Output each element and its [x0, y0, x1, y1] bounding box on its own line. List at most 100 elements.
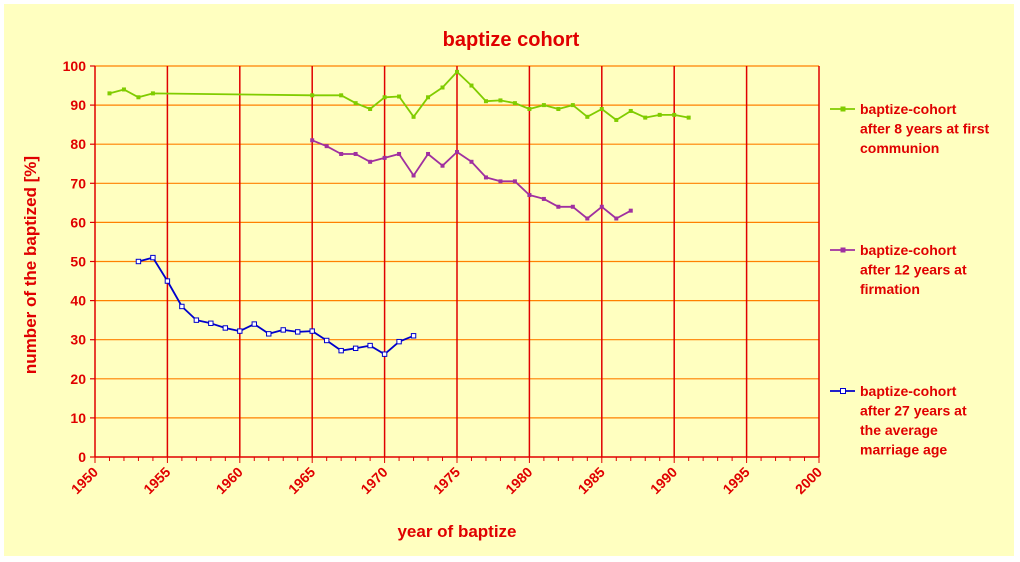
data-point: [368, 159, 373, 164]
data-point: [411, 173, 416, 178]
data-point: [614, 117, 619, 122]
data-point: [426, 95, 431, 100]
data-point: [193, 317, 200, 323]
legend-swatch-marker: [840, 247, 846, 253]
data-point: [527, 107, 532, 112]
data-point: [150, 254, 156, 261]
series-2: [310, 138, 633, 221]
legend: baptize-cohort after 8 years at first comm…: [830, 101, 990, 458]
data-point: [164, 278, 171, 284]
legend-label-line: the average: [860, 422, 938, 438]
data-point: [498, 179, 503, 184]
data-point: [107, 91, 112, 96]
y-axis-label: number of the baptized [%]: [21, 156, 40, 374]
legend-label-line: baptize-cohort: [860, 101, 957, 117]
data-point: [338, 347, 344, 354]
x-tick-label: 1975: [430, 464, 463, 497]
data-point: [628, 208, 633, 213]
series-3: [135, 254, 417, 357]
x-tick-label: 1980: [502, 464, 535, 497]
data-point: [339, 93, 344, 98]
data-point: [657, 112, 662, 117]
legend-label-line: after 8 years at first: [860, 121, 990, 137]
data-point: [483, 175, 488, 180]
data-point: [686, 115, 691, 120]
data-point: [426, 151, 431, 156]
data-point: [339, 151, 344, 156]
data-point: [310, 93, 315, 98]
x-tick-label: 1955: [140, 464, 173, 497]
data-point: [541, 103, 546, 108]
data-point: [397, 94, 402, 99]
y-tick-label: 70: [70, 175, 86, 191]
data-point: [353, 151, 358, 156]
data-point: [440, 163, 445, 168]
data-point: [455, 69, 459, 74]
data-point: [368, 107, 373, 112]
y-tick-label: 50: [70, 254, 86, 270]
data-point: [469, 83, 474, 88]
series-layer: [107, 69, 691, 357]
line-chart: 0 10 20 30 40 50 60 70 80 90 100 1950 1955 1960 1965 19…: [21, 29, 990, 541]
data-point: [135, 258, 142, 265]
y-tick-label: 30: [70, 332, 86, 348]
data-point: [266, 331, 272, 337]
series-1: [107, 69, 691, 122]
data-point: [323, 337, 330, 344]
data-point: [410, 333, 417, 339]
data-point: [440, 85, 445, 90]
y-tick-label: 90: [70, 97, 86, 113]
data-point: [585, 114, 590, 119]
data-point: [237, 328, 243, 334]
data-point: [512, 179, 517, 184]
data-point: [295, 329, 301, 335]
legend-label-line: communion: [860, 140, 939, 156]
series-line: [311, 139, 632, 220]
x-tick-label: 1950: [68, 464, 101, 497]
legend-item-2: baptize-cohort after 12 years at firmation: [830, 242, 967, 297]
data-point: [512, 101, 517, 106]
data-point: [614, 216, 619, 221]
legend-item-1: baptize-cohort after 8 years at first comm…: [830, 101, 990, 156]
data-point: [179, 303, 185, 310]
chart-frame: 0 10 20 30 40 50 60 70 80 90 100 1950 1955 1960 1965 19…: [4, 4, 1014, 556]
y-tick-label: 0: [78, 449, 86, 465]
data-point: [310, 138, 315, 143]
x-axis-label: year of baptize: [397, 522, 516, 541]
y-tick-label: 40: [70, 293, 86, 309]
y-tick-label: 80: [70, 136, 86, 152]
x-tick-label: 1990: [647, 464, 680, 497]
data-point: [150, 91, 155, 96]
grid: [95, 65, 820, 457]
legend-label-line: marriage age: [860, 442, 947, 458]
data-point: [455, 150, 459, 155]
data-point: [208, 320, 214, 326]
data-point: [309, 328, 315, 334]
y-tick-label: 100: [63, 58, 87, 74]
legend-label-line: after 12 years at: [860, 262, 967, 278]
data-point: [541, 196, 546, 201]
x-tick-label: 1970: [357, 464, 390, 497]
data-point: [367, 342, 373, 349]
legend-label-line: after 27 years at: [860, 403, 967, 419]
data-point: [382, 155, 387, 160]
legend-swatch-marker: [840, 388, 846, 394]
data-point: [498, 98, 503, 103]
data-point: [672, 112, 677, 117]
legend-label-line: baptize-cohort: [860, 383, 957, 399]
tick-labels: 0 10 20 30 40 50 60 70 80 90 100 1950 1955 1960 1965 19…: [63, 58, 826, 497]
data-point: [411, 114, 416, 119]
data-point: [397, 151, 402, 156]
data-point: [599, 204, 604, 209]
data-point: [570, 103, 575, 108]
data-point: [483, 99, 488, 104]
legend-label-line: firmation: [860, 281, 920, 297]
data-point: [628, 108, 633, 113]
data-point: [280, 327, 286, 333]
chart-title: baptize cohort: [443, 29, 580, 51]
data-point: [599, 107, 604, 112]
x-tick-label: 1965: [285, 464, 318, 497]
data-point: [585, 216, 590, 221]
data-point: [570, 204, 575, 209]
data-point: [352, 345, 359, 352]
